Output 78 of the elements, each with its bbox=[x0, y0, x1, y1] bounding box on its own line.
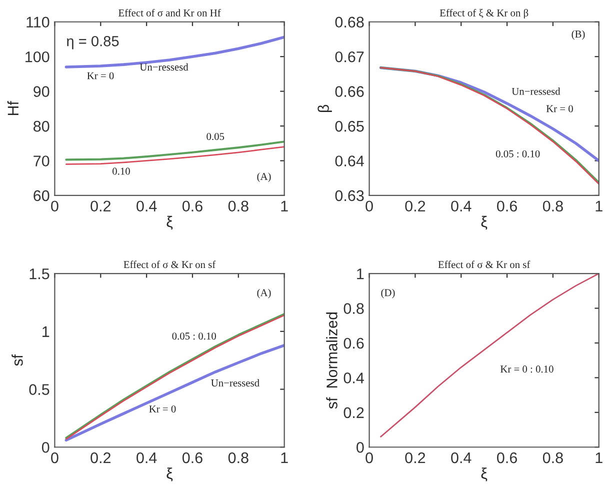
y-tick-label: 90 bbox=[34, 86, 50, 97]
x-tick-label: 0.8 bbox=[228, 452, 248, 464]
y-tick-label: 100 bbox=[26, 51, 50, 62]
y-tick-label: 0.8 bbox=[344, 303, 364, 314]
x-tick-label: 0.8 bbox=[542, 200, 563, 212]
x-tick-label: 0.4 bbox=[136, 200, 157, 212]
y-axis-title: β bbox=[318, 104, 332, 112]
x-axis-title: ξ bbox=[481, 468, 488, 482]
y-tick-label: 1 bbox=[42, 326, 50, 337]
x-tick-label: 0.6 bbox=[497, 452, 517, 464]
x-tick-label: 1 bbox=[596, 452, 602, 464]
y-tick-label: 0 bbox=[356, 442, 364, 453]
x-tick-label: 0.4 bbox=[451, 452, 472, 464]
y-tick-label: 0.5 bbox=[29, 384, 50, 395]
y-tick-label: 0.66 bbox=[335, 86, 364, 97]
y-tick-label: 0.67 bbox=[335, 51, 364, 62]
annotation: Kr = 0 : 0.10 bbox=[500, 366, 554, 373]
x-tick-label: 0.4 bbox=[136, 452, 157, 464]
y-axis-title: sf bbox=[12, 354, 23, 366]
y-tick-label: 1.5 bbox=[30, 268, 50, 280]
y-tick-label: 0.6 bbox=[344, 338, 364, 349]
annotation: Kr = 0 bbox=[87, 72, 114, 80]
y-axis-title: sf Normalized bbox=[326, 312, 338, 409]
x-tick-label: 0 bbox=[366, 452, 373, 464]
annotation: (B) bbox=[572, 30, 585, 40]
annotation: (D) bbox=[381, 288, 395, 298]
annotation: 0.05 : 0.10 bbox=[496, 150, 540, 158]
annotation: Kr = 0 bbox=[546, 105, 573, 112]
x-tick-label: 0.6 bbox=[182, 452, 202, 464]
chart-title: Effect of σ & Kr on sf bbox=[438, 260, 530, 268]
annotation: 0.05 : 0.10 bbox=[172, 332, 216, 340]
x-tick-label: 0.6 bbox=[182, 200, 202, 212]
x-tick-label: 0.2 bbox=[405, 200, 426, 212]
line-series bbox=[64, 344, 284, 442]
annotation: Kr = 0 bbox=[149, 405, 176, 413]
y-tick-label: 0.65 bbox=[335, 120, 364, 132]
x-axis-title: ξ bbox=[166, 468, 173, 482]
x-tick-label: 0 bbox=[51, 452, 58, 464]
y-tick-label: 0.4 bbox=[344, 372, 364, 384]
y-tick-label: 80 bbox=[34, 120, 50, 132]
chart-title: Effect of ξ & Kr on β bbox=[440, 8, 528, 19]
line-series bbox=[65, 140, 284, 161]
x-tick-label: 0.6 bbox=[497, 200, 517, 212]
chart-title: Effect of σ and Kr on Hf bbox=[118, 8, 221, 16]
y-tick-label: 0 bbox=[42, 442, 50, 453]
annotation: 0.05 bbox=[206, 132, 224, 140]
x-tick-label: 1 bbox=[281, 452, 288, 464]
x-tick-label: 0 bbox=[366, 200, 373, 212]
x-axis-title: ξ bbox=[481, 216, 488, 230]
annotation: (A) bbox=[257, 288, 271, 298]
y-tick-label: 1 bbox=[357, 268, 364, 280]
y-axis-title: Hf bbox=[7, 100, 18, 116]
x-tick-label: 1 bbox=[596, 200, 602, 212]
line-series bbox=[380, 274, 599, 438]
x-tick-label: 0.8 bbox=[228, 200, 248, 212]
x-tick-label: 0.8 bbox=[542, 452, 563, 464]
x-tick-label: 0.2 bbox=[90, 200, 110, 212]
annotation: Un−ressesd bbox=[512, 88, 560, 95]
annotation: Un−ressesd bbox=[140, 63, 188, 71]
annotation: Un−ressesd bbox=[211, 379, 260, 386]
annotation: 0.10 bbox=[112, 168, 130, 175]
x-tick-label: 1 bbox=[281, 200, 288, 212]
line-series bbox=[66, 146, 284, 165]
y-tick-label: 0.63 bbox=[335, 190, 364, 202]
x-axis-title: ξ bbox=[166, 216, 173, 230]
x-tick-label: 0.2 bbox=[405, 452, 426, 464]
y-tick-label: 0.68 bbox=[335, 16, 364, 28]
y-tick-label: 60 bbox=[34, 190, 50, 202]
y-tick-label: 0.2 bbox=[344, 407, 364, 418]
x-tick-label: 0.4 bbox=[451, 200, 472, 212]
y-tick-label: 110 bbox=[26, 16, 50, 28]
x-tick-label: 0 bbox=[51, 200, 58, 212]
y-tick-label: 0.64 bbox=[335, 156, 364, 166]
y-tick-label: 70 bbox=[34, 156, 50, 166]
chart-title: Effect of σ & Kr on sf bbox=[124, 260, 216, 268]
annotation: (A) bbox=[257, 172, 271, 182]
annotation: η = 0.85 bbox=[66, 36, 119, 50]
x-tick-label: 0.2 bbox=[90, 452, 110, 464]
